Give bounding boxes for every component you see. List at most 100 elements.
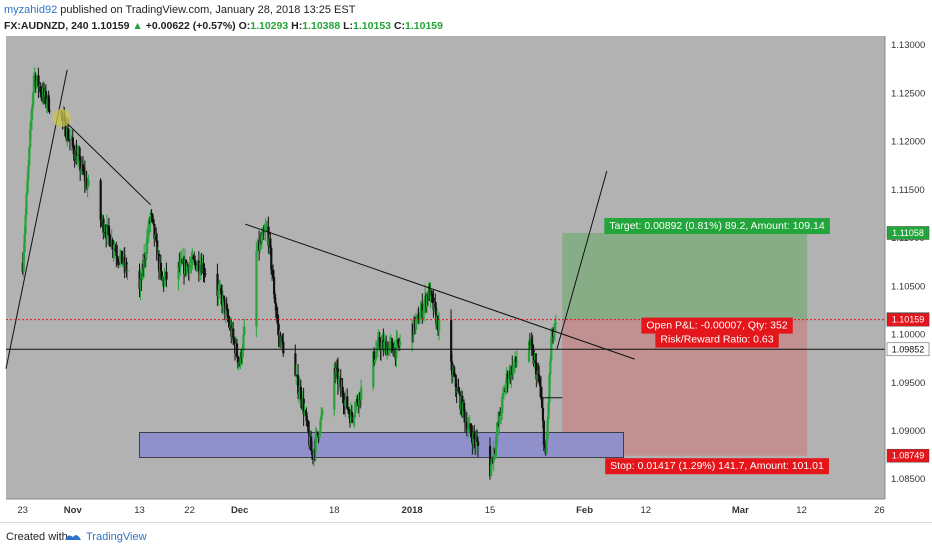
candle-body [76, 155, 79, 164]
stop-label[interactable]: Stop: 0.01417 (1.29%) 141.7, Amount: 101… [605, 458, 829, 475]
candle-body [117, 259, 120, 262]
candle-body [304, 411, 307, 413]
candle-body [126, 270, 129, 272]
candle-body [45, 103, 48, 105]
candle-body [450, 319, 453, 362]
candle-body [115, 251, 118, 256]
candle-body [267, 226, 270, 247]
candle-body [35, 80, 38, 87]
tradingview-logo-icon [65, 535, 81, 540]
candle-body [383, 342, 386, 349]
candle-body [339, 378, 342, 389]
candle-body [316, 431, 319, 435]
candle-body [467, 424, 470, 429]
x-tick-label: 23 [17, 505, 28, 516]
candle-body [269, 238, 272, 248]
candle-body [378, 337, 381, 347]
candle-body [224, 306, 227, 314]
demand-zone[interactable] [139, 432, 624, 458]
highlight-marker[interactable] [52, 108, 71, 127]
candle-body [534, 359, 537, 363]
publish-info: published on TradingView.com, January 28… [60, 4, 356, 16]
up-arrow-icon: ▲ [132, 20, 143, 32]
candle-body [373, 351, 376, 363]
candle-body [152, 219, 155, 225]
candle-body [265, 227, 268, 230]
candle-body [513, 364, 516, 366]
candle-body [272, 277, 276, 295]
candle-body [270, 247, 273, 270]
candle-body [350, 411, 354, 416]
candle-body [303, 411, 306, 415]
candle-body [503, 390, 507, 392]
candle-body [143, 255, 146, 269]
candle-body [320, 415, 323, 421]
candle-body [492, 448, 495, 462]
candle-body [344, 400, 347, 407]
candle-body [434, 303, 437, 308]
candle-body [232, 328, 235, 338]
symbol-label: FX:AUDNZD, 240 [4, 20, 89, 32]
trend-line-breakout[interactable] [556, 170, 608, 350]
open-pnl-label[interactable]: Open P&L: -0.00007, Qty: 352 [641, 317, 793, 334]
trend-line-resistance[interactable] [245, 223, 635, 360]
candle-body [106, 225, 109, 238]
trend-line-down-early[interactable] [61, 117, 151, 206]
candle-body [349, 411, 353, 423]
candle-body [346, 396, 349, 409]
candle-body [314, 434, 317, 454]
candle-body [347, 408, 350, 411]
candle-body [223, 299, 227, 314]
author-link[interactable]: myzahid92 [4, 4, 58, 16]
candle-body [79, 155, 82, 171]
target-label[interactable]: Target: 0.00892 (0.81%) 89.2, Amount: 10… [604, 218, 830, 235]
price-tag [886, 448, 930, 463]
tradingview-brand-link[interactable]: TradingView [86, 531, 147, 543]
candle-body [531, 345, 534, 351]
candle-body [48, 110, 51, 112]
candle-body [120, 250, 124, 265]
candle-body [548, 374, 551, 403]
candle-body [233, 337, 236, 342]
candlestick-series [21, 67, 558, 480]
x-tick-label: 12 [796, 505, 807, 516]
candle-body [353, 412, 356, 418]
candle-body [476, 439, 479, 442]
candle-body [387, 347, 391, 354]
x-tick-label: 15 [485, 505, 496, 516]
candle-body [186, 264, 189, 266]
candle-body [235, 343, 239, 357]
candle-body [532, 350, 535, 365]
profit-zone[interactable] [562, 232, 808, 320]
candle-body [197, 260, 201, 272]
price-chart[interactable]: Target: 0.00892 (0.81%) 89.2, Amount: 10… [0, 36, 932, 522]
y-tick-label: 1.12500 [891, 88, 925, 99]
candle-body [153, 224, 156, 239]
candle-body [540, 396, 544, 408]
candle-body [241, 350, 244, 359]
candle-body [435, 307, 438, 325]
x-tick-label: 26 [874, 505, 885, 516]
candle-body [108, 234, 112, 247]
risk-reward-label-text: Risk/Reward Ratio: 0.63 [660, 334, 773, 346]
x-tick-label: 12 [640, 505, 651, 516]
candle-body [198, 270, 201, 272]
candle-body [26, 180, 29, 195]
candle-body [102, 218, 105, 234]
candle-body [32, 75, 36, 94]
candle-body [27, 165, 30, 181]
candle-body [30, 108, 34, 121]
candle-body [121, 264, 125, 266]
candle-body [388, 343, 392, 348]
risk-reward-label[interactable]: Risk/Reward Ratio: 0.63 [655, 331, 779, 348]
candle-body [273, 294, 277, 303]
candle-body [145, 237, 149, 254]
candle-body [375, 349, 379, 352]
y-tick-label: 1.09000 [891, 426, 925, 437]
candle-body [276, 317, 279, 325]
candle-body [271, 269, 274, 275]
candle-body [191, 256, 194, 263]
candle-body [351, 415, 354, 419]
candle-body [119, 255, 122, 262]
candle-body [438, 319, 441, 331]
